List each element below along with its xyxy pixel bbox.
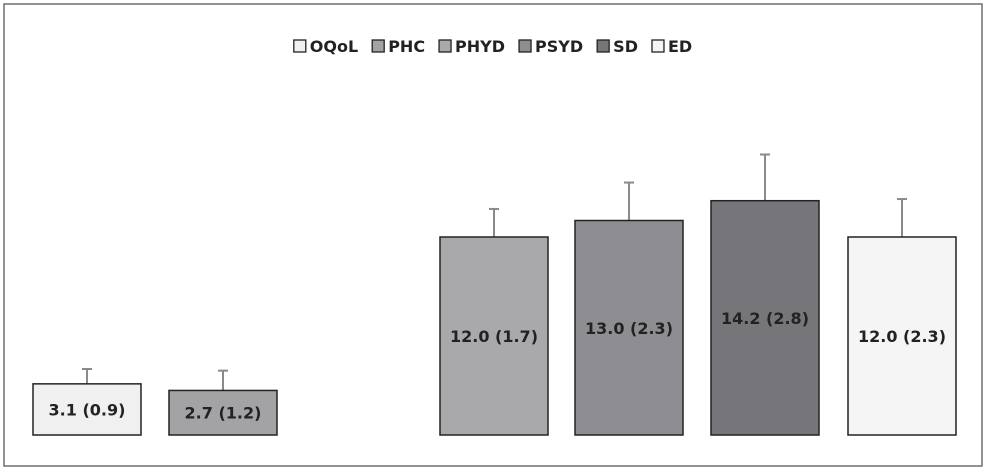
bar-phyd bbox=[439, 236, 549, 436]
bar-label-oqol: 3.1 (0.9) bbox=[49, 400, 126, 419]
bar-label-phc: 2.7 (1.2) bbox=[185, 404, 262, 423]
legend-item-sd: SD bbox=[596, 37, 638, 56]
legend-item-psyd: PSYD bbox=[518, 37, 583, 56]
bar-phc bbox=[168, 389, 278, 436]
legend-item-phyd: PHYD bbox=[438, 37, 505, 56]
legend-label-oqol: OQoL bbox=[310, 37, 358, 56]
bar-ed bbox=[847, 236, 957, 436]
legend-swatch-oqol bbox=[293, 39, 307, 53]
bar-label-sd: 14.2 (2.8) bbox=[721, 309, 809, 328]
legend-item-phc: PHC bbox=[371, 37, 425, 56]
legend-label-phyd: PHYD bbox=[455, 37, 505, 56]
legend-label-psyd: PSYD bbox=[535, 37, 583, 56]
bar-sd bbox=[710, 199, 820, 436]
legend-swatch-psyd bbox=[518, 39, 532, 53]
legend-swatch-ed bbox=[651, 39, 665, 53]
bar-psyd bbox=[574, 219, 684, 436]
legend-swatch-sd bbox=[596, 39, 610, 53]
legend: OQoL PHC PHYD PSYD SD ED bbox=[293, 37, 692, 56]
bars-group: 3.1 (0.9) 2.7 (1.2) 12.0 (1.7) 13.0 (2.3) 14… bbox=[32, 153, 957, 436]
legend-swatch-phyd bbox=[438, 39, 452, 53]
bar-label-ed: 12.0 (2.3) bbox=[858, 327, 946, 346]
legend-label-ed: ED bbox=[668, 37, 692, 56]
bar-label-psyd: 13.0 (2.3) bbox=[585, 319, 673, 338]
legend-label-phc: PHC bbox=[388, 37, 425, 56]
legend-swatch-phc bbox=[371, 39, 385, 53]
bar-label-phyd: 12.0 (1.7) bbox=[450, 327, 538, 346]
legend-item-ed: ED bbox=[651, 37, 692, 56]
legend-item-oqol: OQoL bbox=[293, 37, 358, 56]
legend-label-sd: SD bbox=[613, 37, 638, 56]
bar-oqol bbox=[32, 383, 142, 436]
